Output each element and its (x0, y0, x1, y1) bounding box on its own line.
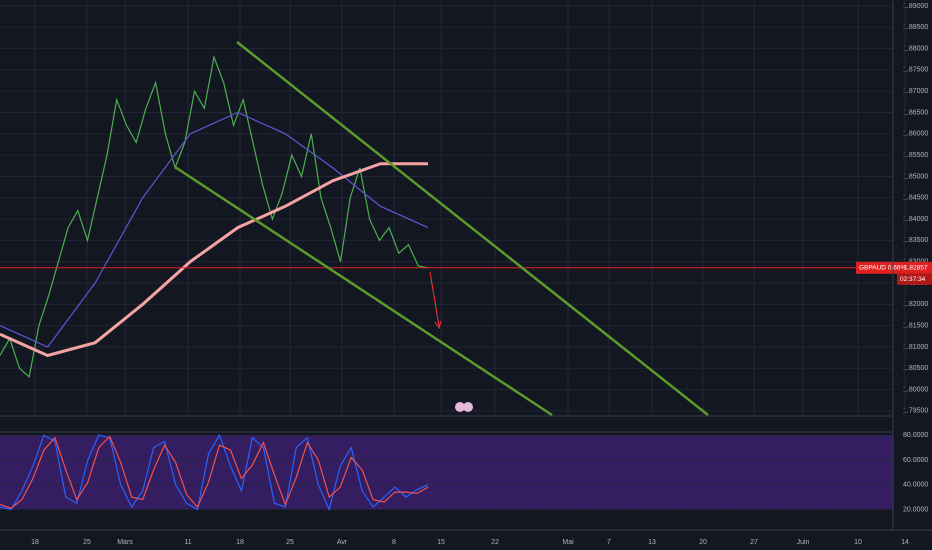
x-tick-label: 22 (491, 539, 499, 546)
series-line (0, 433, 429, 512)
y-tick-label: 1.83500 (903, 237, 928, 244)
y-tick-label: 1.89000 (903, 3, 928, 10)
y-tick-label: 1.88500 (903, 24, 928, 31)
y-tick-label: 20.0000 (903, 506, 928, 513)
channel-upper (236, 41, 709, 416)
y-tick-label: 1.81500 (903, 322, 928, 329)
x-tick-label: 27 (750, 539, 758, 546)
y-tick-label: 1.81000 (903, 344, 928, 351)
y-tick-label: 60.0000 (903, 457, 928, 464)
countdown-tag (897, 273, 932, 285)
last-price-label: 1.82857 (904, 265, 928, 272)
y-tick-label: 1.85000 (903, 173, 928, 180)
x-tick-label: 10 (854, 539, 862, 546)
y-tick-label: 1.86000 (903, 131, 928, 138)
stoch-band (0, 435, 893, 510)
x-tick-label: 25 (83, 539, 91, 546)
series-line (0, 111, 429, 348)
y-tick-label: 1.87500 (903, 67, 928, 74)
y-tick-label: 80.0000 (903, 432, 928, 439)
x-tick-label: Juin (797, 539, 810, 546)
x-tick-label: 25 (286, 539, 294, 546)
x-tick-label: Mars (117, 539, 133, 546)
x-tick-label: 7 (607, 539, 611, 546)
x-tick-label: 14 (901, 539, 909, 546)
event-icon[interactable] (463, 402, 473, 412)
x-tick-label: 11 (184, 539, 191, 546)
y-tick-label: 1.80500 (903, 365, 928, 372)
symbol-label: GBPAUD 0.66% (859, 265, 906, 272)
y-tick-label: 1.82000 (903, 301, 928, 308)
series-line (0, 54, 429, 378)
x-tick-label: 15 (437, 539, 445, 546)
y-tick-label: 40.0000 (903, 482, 928, 489)
x-tick-label: 20 (699, 539, 707, 546)
y-tick-label: 1.88000 (903, 45, 928, 52)
arrow (429, 271, 440, 327)
x-tick-label: 13 (648, 539, 656, 546)
y-tick-label: 1.80000 (903, 386, 928, 393)
x-tick-label: 8 (392, 539, 396, 546)
countdown: 02:37:34 (900, 276, 926, 283)
y-tick-label: 1.85500 (903, 152, 928, 159)
x-tick-label: Avr (337, 539, 348, 546)
y-tick-label: 1.84000 (903, 216, 928, 223)
channel-lower (174, 165, 553, 417)
x-tick-label: 18 (31, 539, 39, 546)
y-tick-label: 1.87000 (903, 88, 928, 95)
y-tick-label: 1.84500 (903, 195, 928, 202)
x-tick-label: Mai (562, 539, 574, 546)
y-tick-label: 1.79500 (903, 408, 928, 415)
y-tick-label: 1.86500 (903, 109, 928, 116)
series-line (0, 162, 428, 358)
price-tag (856, 261, 932, 274)
series-line (0, 435, 429, 509)
arrow-head (434, 320, 442, 330)
event-icon[interactable] (455, 402, 465, 412)
x-tick-label: 18 (236, 539, 244, 546)
